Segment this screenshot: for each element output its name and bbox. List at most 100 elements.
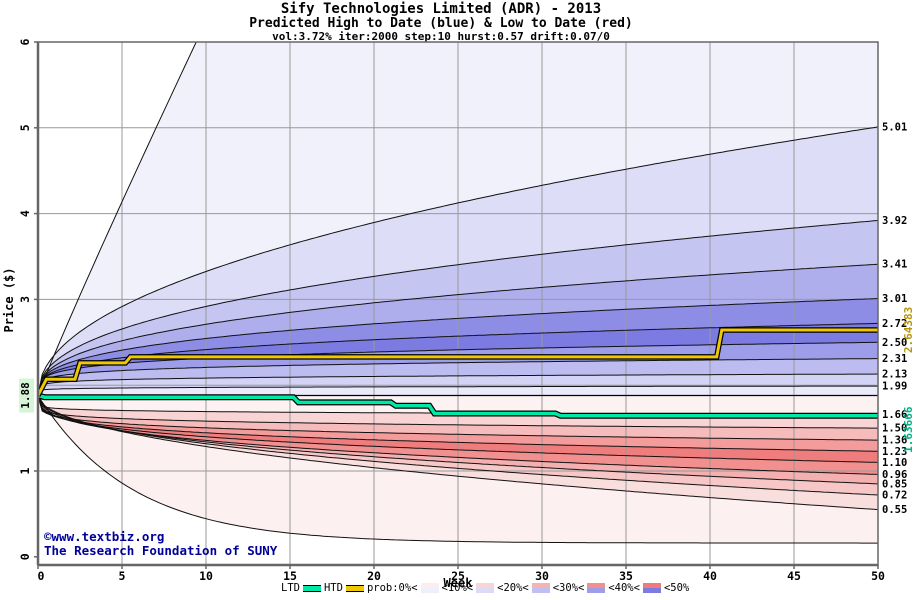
chart-title-block: Sify Technologies Limited (ADR) - 2013 P… [0,2,882,43]
x-tick-label: 25 [451,569,465,583]
ltd-line-swatch [302,584,321,592]
high-fan-band-8 [38,220,878,396]
high-fan-boundary-curve [38,322,878,396]
high-fan-boundary-curve [38,373,878,396]
low-fan-boundary-curve [38,395,878,441]
legend-prob-threshold: <20%< [497,582,529,594]
watermark-url: ©www.textbiz.org [44,529,165,544]
legend-prob-label: prob:0%< [366,582,418,594]
right-axis-label: 5.01 [882,121,907,133]
right-axis-label: 3.92 [882,215,907,227]
legend-prob-swatch-4 [587,583,606,593]
legend-htd-label: HTD [323,582,343,594]
high-fan-boundary-curve [38,263,878,396]
start-price-label: 1.88 [19,382,32,409]
low-fan-boundary-curve [38,395,878,544]
x-tick-label: 15 [283,569,297,583]
legend-prob-swatch-2 [476,583,495,593]
high-fan-band-7 [38,264,878,396]
high-fan-band-5 [38,323,878,396]
high-fan-band-3 [38,358,878,396]
legend-prob-threshold: <10%< [441,582,474,594]
high-fan-band-6 [38,298,878,396]
legend-prob-threshold: <40%< [608,582,640,594]
x-tick-label: 50 [871,569,885,583]
high-fan-band-10 [38,42,878,396]
legend-prob-swatch-1 [420,583,439,593]
low-fan-band-10 [38,395,878,544]
chart-subtitle: Predicted High to Date (blue) & Low to D… [249,16,633,31]
low-fan-boundary-curve [38,395,878,496]
start-price-badge [19,378,34,413]
high-fan-boundary-curve [38,358,878,396]
y-axis-title: Price ($) [2,267,16,332]
high-fan-boundary-curve [38,220,878,396]
low-fan-boundary-curve [38,395,878,452]
legend: LTD HTD prob:0%< <10%< <20%< <30%< <40%< <50… [281,582,689,594]
swatch-red-half [476,583,495,588]
plot-area [38,42,878,565]
low-fan-boundary-curve [38,395,878,475]
right-axis-label: 2.72 [882,318,907,330]
htd-line [38,328,878,397]
low-fan-band-2 [38,395,878,429]
right-axis-label: 0.96 [882,469,907,481]
right-axis-label: 1.10 [882,457,907,469]
high-fan-boundary-curve [38,126,878,396]
right-axis-label: 3.01 [882,293,907,305]
right-axis-label: 0.85 [882,478,907,490]
htd-final-value-label: 2.64383 [902,307,915,353]
x-axis-title: Week [443,576,473,590]
page-title: Sify Technologies Limited (ADR) - 2013 [280,1,602,17]
swatch-blue-half [531,588,550,593]
swatch-red-half [587,583,606,588]
right-axis-label: 1.99 [882,381,907,393]
right-axis-label: 1.36 [882,435,907,447]
y-tick-label: 6 [18,38,32,45]
high-fan-boundary-curve [38,298,878,396]
ltd-final-value-label: 1.63666 [902,406,915,453]
low-fan-boundary-curve [38,395,878,485]
watermark-org: The Research Foundation of SUNY [44,542,278,558]
x-tick-label: 45 [787,569,801,583]
swatch-blue-half [642,588,661,593]
high-fan-boundary-curve [38,385,878,396]
legend-ltd-label: LTD [281,582,300,594]
htd-line-swatch [345,584,364,592]
right-axis-label: 1.23 [882,446,907,458]
right-axis-label: 0.55 [882,504,907,516]
low-fan-boundary-curve [38,395,878,463]
x-tick-label: 20 [367,569,381,583]
y-tick-label: 1 [18,467,32,474]
watermark: ©www.textbiz.org The Research Foundation… [44,530,277,557]
ltd-line [38,393,878,418]
legend-prob-threshold: <30%< [552,582,585,594]
y-tick-label: 0 [18,553,32,560]
legend-prob-threshold: <50% [663,582,690,594]
right-axis-label: 1.66 [882,409,907,421]
y-tick-label: 5 [18,124,32,131]
right-axis-label: 1.50 [882,423,907,435]
x-tick-label: 35 [619,569,633,583]
x-tick-label: 30 [535,569,549,583]
swatch-blue-half [420,588,439,593]
x-tick-label: 0 [38,569,45,583]
legend-prob-swatch-3 [531,583,550,593]
high-fan-boundary-curve [38,42,197,396]
right-axis-label: 3.41 [882,259,907,271]
legend-prob-swatch-5 [642,583,661,593]
low-fan-boundary-curve [38,395,878,429]
y-tick-label: 4 [18,210,32,217]
low-fan-boundary-curve [38,395,878,511]
right-axis-label: 2.31 [882,353,907,365]
x-tick-label: 40 [703,569,717,583]
right-axis-label: 0.72 [882,490,907,502]
swatch-blue-half [476,588,495,593]
right-axis-label: 2.50 [882,337,907,349]
swatch-blue-half [587,588,606,593]
swatch-red-half [531,583,550,588]
x-tick-label: 5 [119,569,126,583]
swatch-red-half [420,583,439,588]
